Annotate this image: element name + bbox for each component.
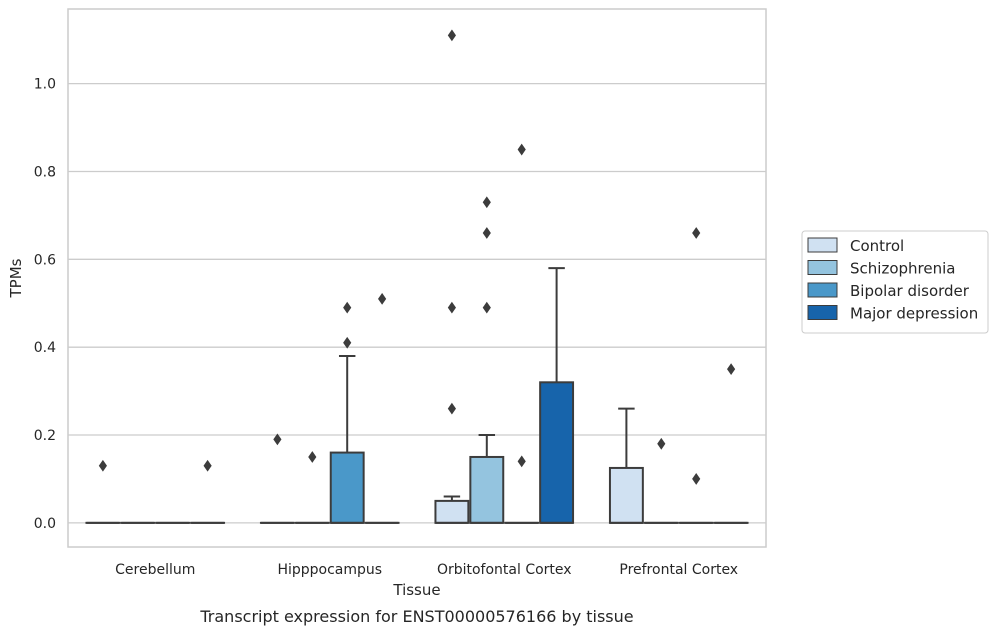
y-tick-label: 0.4 bbox=[34, 340, 56, 356]
outlier-point bbox=[482, 227, 491, 239]
outlier-point bbox=[98, 459, 107, 472]
y-tick-label: 0.2 bbox=[34, 428, 56, 444]
x-axis-label: Tissue bbox=[392, 581, 440, 599]
box-group bbox=[643, 437, 679, 524]
legend-label: Major depression bbox=[850, 305, 978, 323]
legend-frame bbox=[801, 230, 989, 334]
x-tick-label: Hipppocampus bbox=[277, 562, 382, 578]
plot-frame bbox=[67, 8, 767, 548]
grid-lines bbox=[68, 83, 766, 524]
box-group bbox=[434, 29, 470, 524]
outlier-point bbox=[482, 196, 491, 209]
legend-swatch bbox=[807, 237, 838, 253]
outlier-point bbox=[447, 29, 456, 42]
y-tick-label: 0.0 bbox=[34, 516, 56, 532]
outlier-point bbox=[482, 301, 491, 314]
chart-caption: Transcript expression for ENST0000057616… bbox=[199, 607, 633, 626]
outlier-point bbox=[447, 402, 456, 415]
box-group bbox=[294, 451, 330, 524]
outlier-point bbox=[343, 301, 352, 314]
outlier-point bbox=[692, 473, 701, 485]
box-group bbox=[364, 292, 400, 524]
box-group bbox=[713, 363, 749, 524]
legend: Control Schizophrenia Bipolar disorder Majo… bbox=[801, 230, 989, 334]
y-tick-label: 0.8 bbox=[34, 164, 56, 180]
legend-swatch bbox=[807, 282, 838, 298]
box-group bbox=[539, 267, 575, 524]
x-tick-label: Orbitofontal Cortex bbox=[437, 562, 572, 578]
x-tick-label: Cerebellum bbox=[115, 562, 195, 578]
box bbox=[469, 455, 505, 524]
outlier-point bbox=[727, 363, 736, 376]
y-tick-label: 1.0 bbox=[34, 77, 56, 93]
box-group bbox=[329, 301, 365, 524]
y-axis-label: TPMs bbox=[7, 258, 25, 298]
outlier-point bbox=[517, 455, 526, 468]
outlier-point bbox=[308, 451, 317, 463]
y-tick-labels: 0.0 0.2 0.4 0.6 0.8 1.0 bbox=[34, 77, 56, 532]
box-group bbox=[190, 459, 226, 524]
box-group bbox=[678, 227, 714, 524]
outlier-point bbox=[447, 301, 456, 314]
outlier-point bbox=[203, 459, 212, 472]
legend-swatch bbox=[807, 260, 838, 275]
box bbox=[434, 499, 470, 524]
outlier-point bbox=[657, 437, 666, 450]
x-tick-labels: Cerebellum Hipppocampus Orbitofontal Corte… bbox=[115, 562, 738, 578]
box bbox=[608, 466, 644, 524]
box-group bbox=[608, 407, 644, 524]
box-group bbox=[504, 143, 540, 524]
box bbox=[329, 451, 365, 524]
outlier-point bbox=[273, 433, 282, 446]
x-tick-label: Prefrontal Cortex bbox=[619, 562, 738, 578]
legend-swatch bbox=[807, 305, 838, 320]
box-group bbox=[469, 196, 505, 524]
legend-label: Bipolar disorder bbox=[850, 282, 970, 300]
outlier-point bbox=[378, 292, 387, 305]
outlier-point bbox=[517, 143, 526, 156]
box-group bbox=[259, 433, 295, 524]
outlier-point bbox=[343, 336, 352, 349]
box-groups bbox=[85, 29, 749, 524]
box-group bbox=[85, 459, 121, 524]
legend-label: Control bbox=[850, 237, 904, 255]
y-tick-label: 0.6 bbox=[34, 252, 56, 268]
box bbox=[539, 381, 575, 524]
outlier-point bbox=[692, 227, 701, 239]
legend-label: Schizophrenia bbox=[850, 260, 955, 278]
